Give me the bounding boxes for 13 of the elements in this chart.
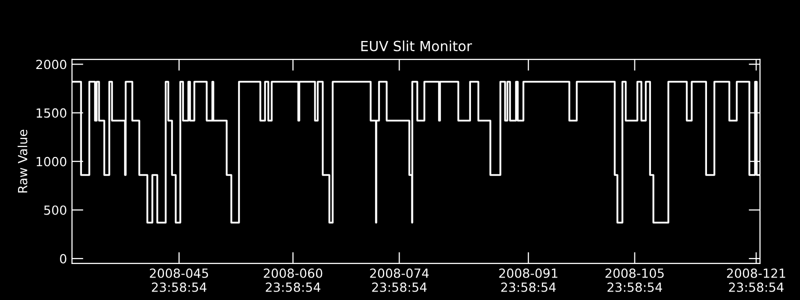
x-tick-label: 2008-060 23:58:54	[264, 268, 322, 292]
y-tick-label: 0	[60, 254, 66, 264]
x-tick-label: 2008-045 23:58:54	[150, 268, 208, 292]
chart-title: EUV Slit Monitor	[361, 40, 472, 52]
x-tick-label: 2008-091 23:58:54	[499, 268, 558, 292]
y-tick-label: 1500	[36, 108, 66, 118]
y-tick-label: 1000	[36, 156, 66, 166]
x-tick-label: 2008-074 23:58:54	[370, 268, 429, 292]
y-axis-title: Raw Value	[18, 130, 28, 192]
y-tick-label: 2000	[36, 60, 66, 70]
y-tick-label: 500	[44, 205, 66, 215]
x-tick-label: 2008-105 23:58:54	[606, 268, 664, 292]
x-tick-label: 2008-121 23:58:54	[727, 268, 786, 292]
